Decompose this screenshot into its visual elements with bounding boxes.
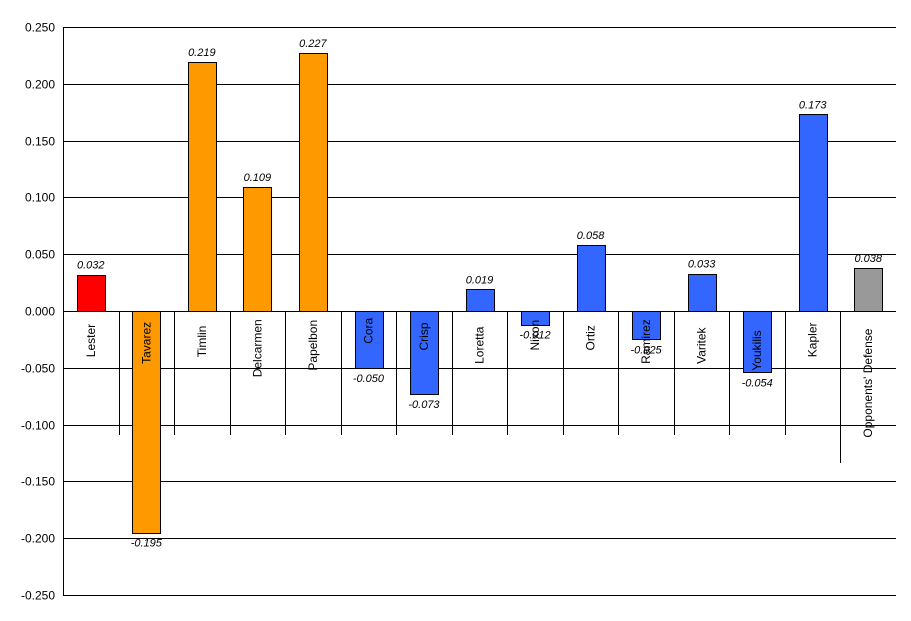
- y-tick-label: 0.200: [25, 78, 55, 92]
- data-label: -0.195: [131, 538, 163, 550]
- data-labels: 0.032 -0.195 0.219 0.109 0.227 -0.050 -0.073 0.…: [77, 38, 883, 549]
- bar-papelbon: [299, 53, 328, 312]
- data-label: 0.038: [854, 253, 882, 265]
- category-label: Lester: [84, 324, 98, 357]
- category-label: Ortiz: [584, 325, 598, 350]
- category-label: Timlin: [195, 326, 209, 358]
- data-label: 0.109: [244, 172, 272, 184]
- y-axis-tick-labels: 0.250 0.200 0.150 0.100 0.050 0.000 -0.050 -0.1…: [21, 21, 55, 603]
- data-label: 0.227: [299, 38, 327, 50]
- bar-opponents-defense: [854, 268, 883, 312]
- bar-loretta: [466, 289, 495, 312]
- y-tick-label: -0.050: [21, 362, 55, 376]
- category-label: Papelbon: [306, 320, 320, 371]
- bar-crisp: [410, 311, 439, 395]
- data-label: -0.073: [408, 399, 440, 411]
- bars: [77, 53, 883, 534]
- data-label: 0.032: [77, 260, 105, 272]
- bar-kapler: [799, 114, 828, 312]
- category-label: Varitek: [695, 326, 709, 363]
- category-labels: Lester Tavarez Timlin Delcarmen Papelbon Cora…: [84, 317, 875, 437]
- category-label: Ramirez: [639, 319, 653, 364]
- data-label: -0.012: [519, 330, 550, 342]
- bar-lester: [77, 275, 106, 312]
- bar-delcarmen: [243, 187, 272, 312]
- data-label: -0.054: [742, 377, 773, 389]
- bar-ortiz: [577, 245, 606, 312]
- y-tick-label: -0.150: [21, 475, 55, 489]
- category-label: Kapler: [806, 323, 820, 358]
- y-tick-label: 0.100: [25, 191, 55, 205]
- y-tick-label: 0.250: [25, 21, 55, 35]
- data-label: -0.025: [630, 344, 662, 356]
- data-label: 0.173: [799, 99, 827, 111]
- data-label: 0.019: [466, 274, 494, 286]
- category-label: Youkilis: [750, 330, 764, 370]
- category-label: Tavarez: [139, 322, 153, 364]
- category-label: Nixon: [528, 320, 542, 351]
- data-label: 0.219: [188, 47, 216, 59]
- y-tick-label: 0.050: [25, 248, 55, 262]
- bar-timlin: [188, 62, 217, 312]
- category-label: Cora: [361, 317, 375, 343]
- axes: [63, 27, 896, 595]
- category-label: Opponents' Defense: [861, 328, 875, 437]
- y-tick-label: 0.150: [25, 135, 55, 149]
- bar-cora: [355, 311, 384, 369]
- y-tick-label: 0.000: [25, 305, 55, 319]
- category-label: Loretta: [473, 326, 487, 364]
- category-label: Delcarmen: [250, 319, 264, 377]
- y-tick-label: -0.200: [21, 532, 55, 546]
- category-separators: [119, 311, 841, 463]
- bar-youkilis: [743, 311, 772, 373]
- category-label: Crisp: [417, 322, 431, 350]
- y-tick-label: -0.250: [21, 589, 55, 603]
- data-label: -0.050: [353, 373, 385, 385]
- data-label: 0.058: [577, 230, 605, 242]
- data-label: 0.033: [688, 259, 716, 271]
- bar-varitek: [688, 274, 717, 312]
- y-tick-label: -0.100: [21, 419, 55, 433]
